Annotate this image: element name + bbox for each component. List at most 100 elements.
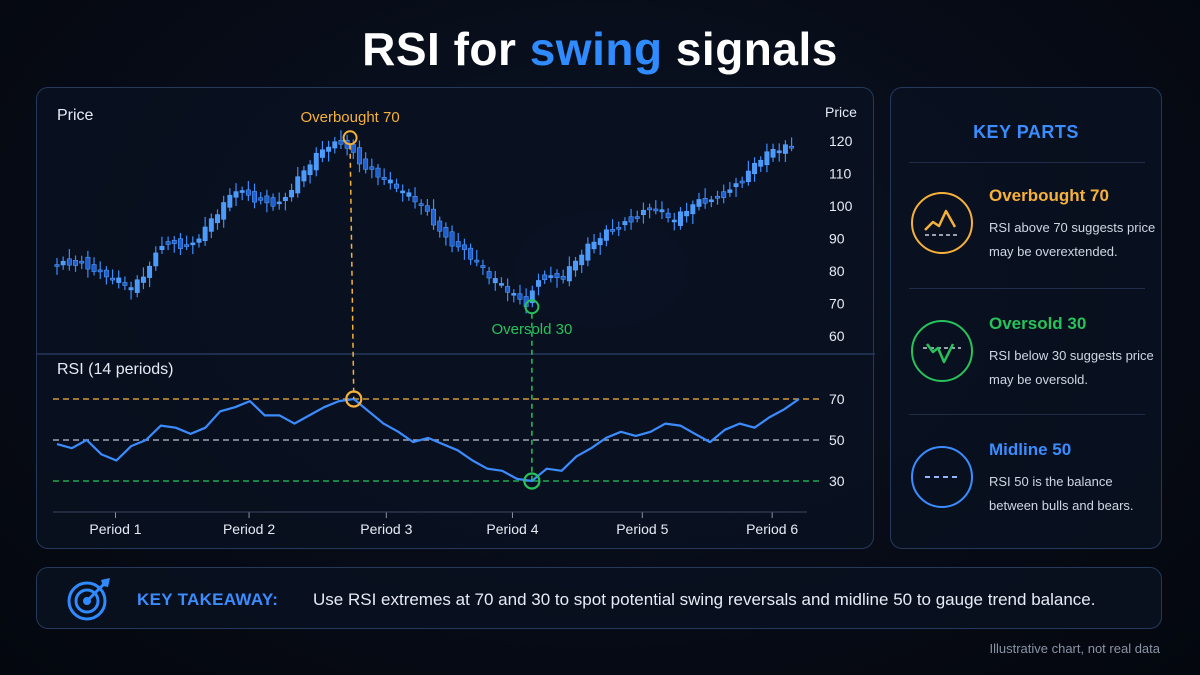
candle-body	[264, 195, 270, 204]
candle-body	[245, 189, 251, 196]
page-title: RSI for swing signals	[0, 22, 1200, 76]
takeaway-panel: KEY TAKEAWAY: Use RSI extremes at 70 and…	[36, 567, 1162, 629]
candle-body	[381, 177, 387, 180]
candle-body	[295, 176, 301, 194]
candle-body	[190, 242, 196, 246]
candle-body	[196, 238, 202, 243]
peak-icon	[911, 192, 973, 254]
rsi-panel-label: RSI (14 periods)	[57, 361, 174, 378]
candle-body	[178, 238, 183, 249]
candle-body	[455, 241, 461, 248]
candle-body	[431, 208, 436, 226]
key-parts-title: KEY PARTS	[973, 122, 1079, 142]
candle-body	[634, 216, 640, 219]
candle-body	[375, 167, 381, 178]
rsi-signal-marker	[345, 390, 363, 408]
candle-body	[770, 148, 776, 158]
trough-icon	[911, 320, 973, 382]
candle-body	[610, 229, 616, 232]
candle-body	[696, 199, 702, 207]
chart-svg: Price Price 120 110 100 90 80 70 60 RSI (14 peri…	[37, 104, 875, 537]
price-chart: Price Price 120 110 100 90 80 70 60	[54, 104, 857, 344]
candle-body	[128, 287, 134, 291]
candle-body	[715, 196, 720, 199]
price-tick-label: 120	[829, 133, 853, 149]
candle-body	[628, 216, 634, 223]
candle-body	[159, 245, 165, 250]
x-tick-label: Period 3	[360, 521, 412, 537]
candle-body	[758, 159, 764, 167]
key-item-overbought: Overbought 70 RSI above 70 suggests pric…	[907, 186, 1157, 286]
key-item-desc: RSI below 30 suggests price may be overs…	[989, 348, 1154, 387]
candle-body	[542, 274, 548, 280]
candle-body	[326, 146, 332, 152]
signal-label: Overbought 70	[300, 109, 399, 126]
x-tick-label: Period 2	[223, 521, 275, 537]
candle-body	[591, 241, 597, 250]
price-tick-label: 110	[829, 166, 852, 182]
candle-body	[73, 260, 78, 266]
candle-body	[505, 286, 511, 293]
signal-label: Oversold 30	[491, 321, 572, 338]
rsi-signal-marker	[523, 472, 541, 490]
candle-body	[640, 209, 646, 216]
signal-connector	[349, 144, 355, 400]
key-item-name: Overbought 70	[989, 186, 1109, 205]
candle-body	[616, 227, 622, 230]
rsi-level-label: 70	[829, 391, 845, 407]
candle-body	[233, 191, 239, 198]
candle-body	[357, 147, 362, 165]
candle-body	[79, 260, 85, 264]
candle-body	[536, 280, 541, 287]
title-prefix: RSI for	[362, 23, 530, 75]
midline-icon	[911, 446, 973, 508]
footnote: Illustrative chart, not real data	[989, 641, 1160, 656]
candle-body	[468, 247, 474, 260]
candle-body	[147, 265, 153, 278]
candle-body	[239, 190, 245, 193]
x-tick-label: Period 6	[746, 521, 798, 537]
candle-body	[529, 290, 535, 304]
price-tick-label: 80	[829, 263, 845, 279]
candle-body	[437, 220, 443, 232]
candle-body	[480, 265, 486, 268]
key-item-name: Midline 50	[989, 440, 1072, 459]
x-tick-label: Period 4	[486, 521, 538, 537]
candle-body	[585, 243, 591, 261]
candle-body	[554, 273, 560, 278]
candle-body	[153, 252, 159, 267]
takeaway-label: KEY TAKEAWAY:	[137, 590, 279, 609]
chart-panel: Price Price 120 110 100 90 80 70 60 RSI (14 peri…	[36, 87, 875, 549]
rsi-chart: RSI (14 periods) 70 50 30 Period 1 Period 2 Pe…	[53, 361, 845, 537]
price-tick-label: 70	[829, 296, 845, 312]
candle-body	[579, 254, 585, 266]
candle-body	[665, 212, 671, 219]
candle-body	[733, 183, 739, 188]
candle-body	[449, 231, 455, 247]
key-item-midline: Midline 50 RSI 50 is the balance between…	[907, 440, 1157, 540]
candle-body	[282, 197, 288, 201]
rsi-level-label: 50	[829, 432, 845, 448]
candle-body	[66, 258, 72, 266]
key-divider	[909, 288, 1145, 289]
candle-body	[566, 266, 572, 282]
candle-body	[486, 271, 492, 279]
candle-body	[289, 190, 295, 198]
candle-body	[91, 264, 97, 272]
candle-body	[764, 151, 770, 166]
takeaway-text: Use RSI extremes at 70 and 30 to spot po…	[313, 590, 1096, 609]
key-parts-panel: KEY PARTS Overbought 70 RSI above 70 sug…	[890, 87, 1162, 549]
key-divider	[909, 162, 1145, 163]
candle-body	[560, 276, 566, 280]
price-signal-marker	[524, 299, 540, 315]
candle-body	[708, 199, 714, 203]
title-highlight: swing	[529, 23, 663, 75]
x-tick-label: Period 5	[616, 521, 668, 537]
price-tick-label: 100	[829, 198, 853, 214]
candle-body	[54, 264, 60, 267]
candle-body	[443, 227, 449, 238]
candle-body	[418, 203, 424, 206]
candle-body	[603, 229, 609, 241]
candle-body	[721, 191, 727, 198]
candle-body	[110, 277, 116, 281]
